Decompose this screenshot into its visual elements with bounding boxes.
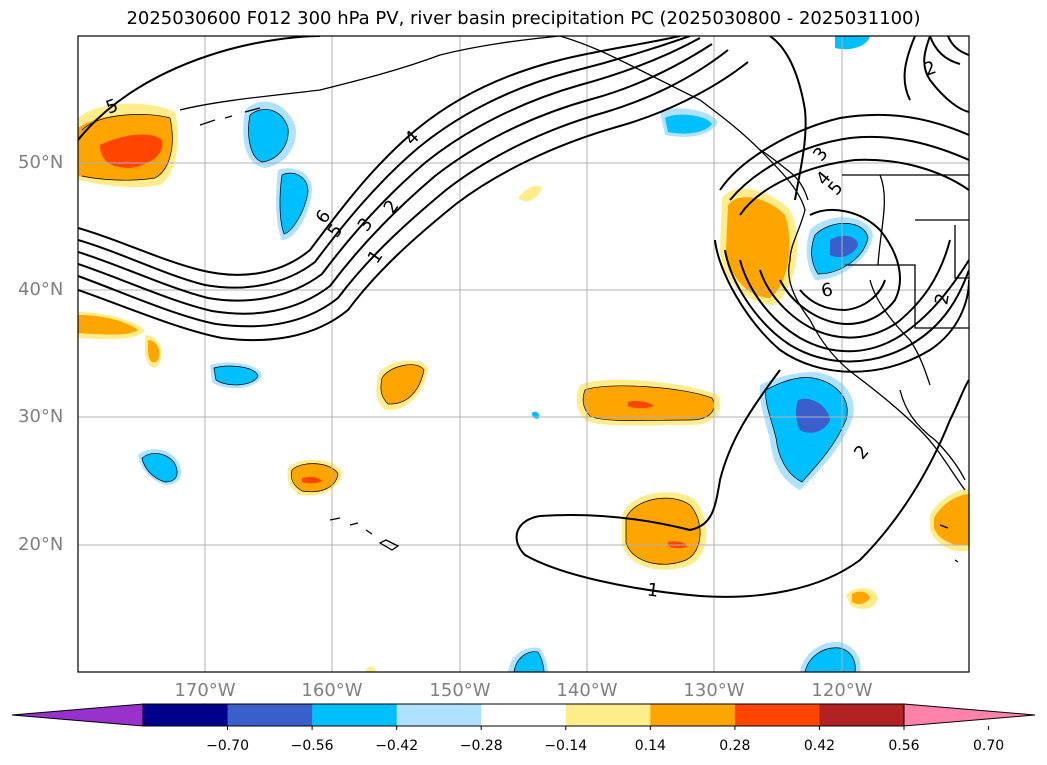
- contour-label: 2: [380, 196, 404, 217]
- colorbar-tick-label: 0.28: [719, 738, 751, 754]
- colorbar-segment: [227, 704, 313, 726]
- lon-label: 140°W: [556, 680, 618, 701]
- lon-label: 160°W: [301, 680, 363, 701]
- colorbar-tick-label: −0.56: [290, 738, 334, 754]
- precip-shading: [78, 36, 969, 672]
- contour-label: 2: [921, 57, 939, 81]
- colorbar-segment: [819, 704, 905, 726]
- lat-label: 40°N: [18, 279, 64, 300]
- gridlines: [78, 36, 969, 672]
- colorbar-segment: [143, 704, 229, 726]
- colorbar-segment: [565, 704, 651, 726]
- colorbar-tick-label: −0.14: [544, 738, 588, 754]
- colorbar-segment: [481, 704, 567, 726]
- contour-label: 2: [850, 441, 873, 463]
- contour-label: 6: [820, 279, 835, 302]
- colorbar-tick-label: 0.42: [803, 738, 836, 754]
- contour-label: 3: [809, 143, 832, 165]
- contour-label: 5: [824, 177, 847, 199]
- lat-label: 50°N: [18, 152, 64, 173]
- lon-label: 150°W: [429, 680, 491, 701]
- contour-label: 5: [324, 220, 348, 241]
- colorbar-tick-label: −0.28: [459, 738, 503, 754]
- lon-label: 120°W: [811, 680, 873, 701]
- colorbar-tick-label: 0.14: [634, 738, 666, 754]
- lon-label: 170°W: [174, 680, 236, 701]
- lat-label: 20°N: [18, 534, 64, 555]
- contour-label: 3: [354, 214, 378, 235]
- colorbar-segment: [312, 704, 398, 726]
- colorbar-segment: [734, 704, 820, 726]
- map-title: 2025030600 F012 300 hPa PV, river basin …: [126, 8, 921, 29]
- colorbar-extend-high: [903, 703, 1036, 727]
- contour-label: 2: [931, 292, 954, 307]
- map-area: [78, 36, 969, 672]
- pv-contours: [78, 36, 969, 598]
- colorbar-tick-label: −0.42: [375, 738, 419, 754]
- colorbar-segment: [396, 704, 482, 726]
- colorbar-extend-low: [11, 703, 144, 727]
- colorbar-tick-label: 0.56: [888, 738, 920, 754]
- colorbar-frame: [142, 703, 905, 727]
- colorbar-tick-label: −0.70: [206, 738, 249, 754]
- lat-label: 30°N: [18, 406, 64, 427]
- lon-label: 130°W: [683, 680, 745, 701]
- contour-label: 1: [646, 579, 660, 601]
- colorbar: [11, 703, 1036, 730]
- coastlines: [179, 36, 969, 563]
- map-frame: [77, 35, 970, 673]
- colorbar-segment: [650, 704, 736, 726]
- colorbar-tick-label: 0.70: [972, 738, 1005, 754]
